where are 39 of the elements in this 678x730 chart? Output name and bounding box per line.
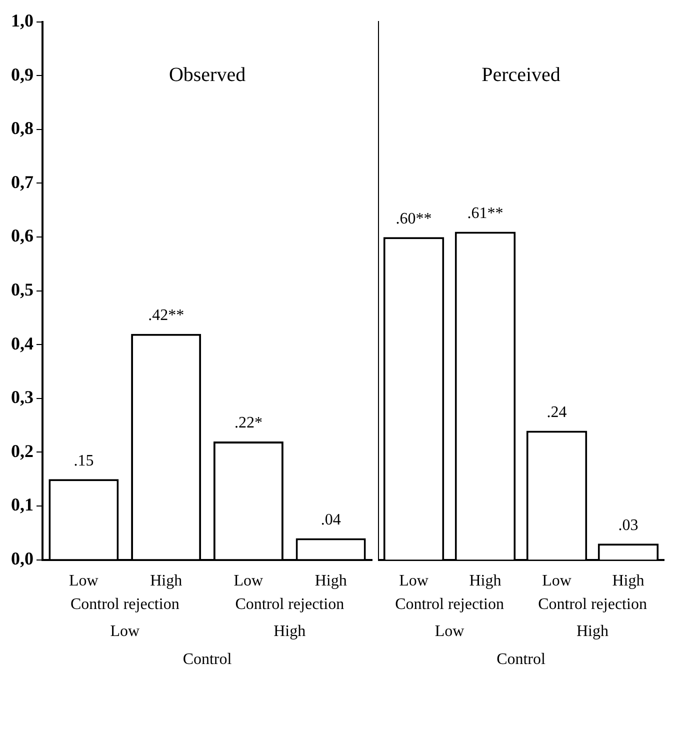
text: Low [434,623,465,640]
x-tick-label: Low [69,572,99,590]
x-tick-label: Low [234,572,264,590]
text: High [274,623,306,640]
text: High [576,623,608,640]
x-tick-label: High [314,572,347,590]
data-label: .04 [320,511,341,528]
data-label: .24 [546,404,567,421]
text: Perceived [482,64,560,86]
y-tick-label: 0,0 [11,548,34,568]
y-tick-label: 0,7 [11,172,34,192]
data-label: .61** [467,204,504,222]
data-label: .60** [396,210,432,228]
data-label: .03 [618,516,638,534]
text: Control [182,651,232,668]
y-tick-label: 0,6 [11,226,34,246]
x-tick-label: High [469,572,502,590]
y-tick-label: 1,0 [11,10,34,30]
x-tick-label: Low [542,572,572,590]
data-label: .42** [148,307,184,324]
y-tick-label: 0,1 [11,494,34,515]
x-tick-label: High [612,572,644,590]
y-tick-label: 0,5 [11,279,34,300]
y-tick-label: 0,3 [11,387,34,408]
text: Control rejection [395,596,504,614]
y-tick-label: 0,4 [11,333,34,354]
text: Control rejection [235,596,344,614]
text: Observed [168,64,246,86]
text: Control rejection [538,596,647,614]
text: Low [110,623,140,640]
y-tick-label: 0,2 [11,440,34,461]
x-tick-label: High [150,572,182,590]
data-label: .22* [234,414,262,432]
text: Control rejection [70,596,180,614]
data-label: .15 [74,452,94,470]
text: Control [496,651,546,668]
y-tick-label: 0,8 [11,118,34,138]
x-tick-label: Low [399,572,429,590]
y-tick-label: 0,9 [11,64,34,84]
